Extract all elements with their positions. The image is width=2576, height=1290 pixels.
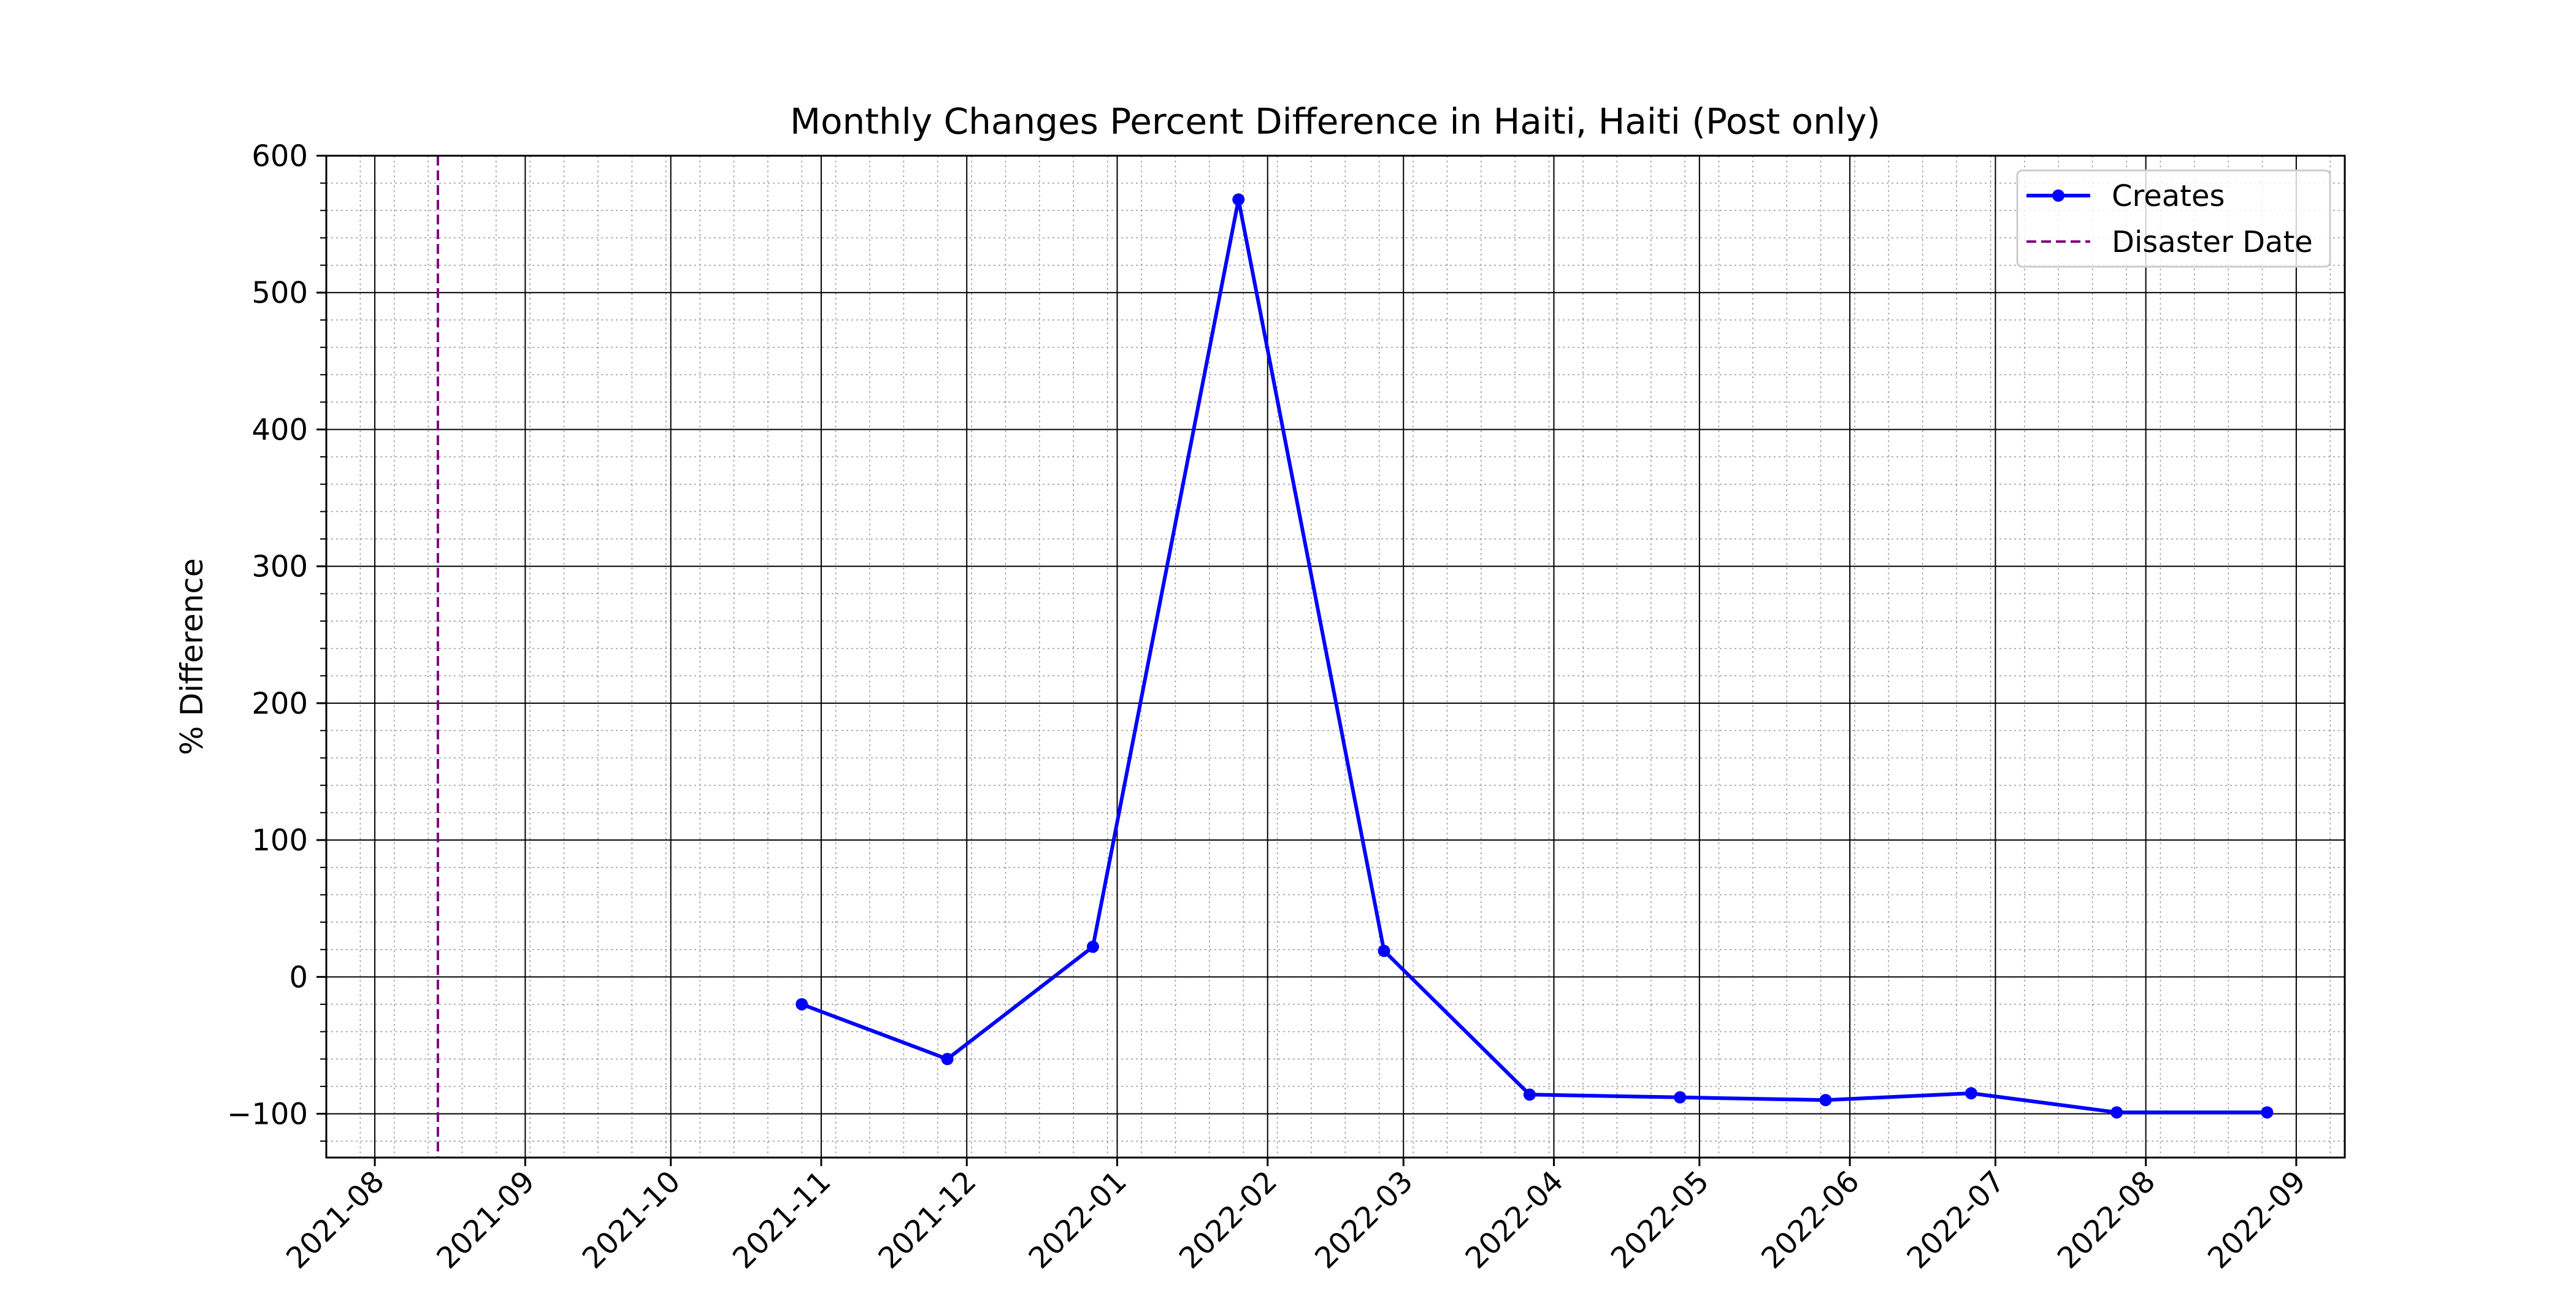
data-point-creates [1378, 944, 1390, 957]
data-point-creates [1674, 1091, 1687, 1104]
data-point-creates [2261, 1106, 2274, 1119]
minor-grid [326, 155, 2345, 1158]
y-tick-label: 600 [251, 139, 308, 174]
y-tick-label: 400 [251, 413, 308, 447]
plot-frame [325, 155, 2346, 1159]
series-layer [795, 193, 2274, 1119]
legend-disaster-label: Disaster Date [2112, 225, 2313, 259]
legend-creates-marker [2052, 189, 2064, 202]
data-point-creates [1965, 1087, 1977, 1100]
y-tick-label: 300 [251, 550, 308, 584]
legend-creates-label: Creates [2112, 179, 2225, 213]
data-point-creates [795, 998, 808, 1010]
y-tick-label: 100 [251, 823, 308, 858]
y-axis-label: % Difference [174, 558, 210, 755]
y-tick-label: −100 [227, 1097, 308, 1132]
legend-box [2016, 169, 2331, 268]
data-point-creates [1232, 193, 1245, 206]
y-tick-label: 0 [289, 960, 308, 994]
data-point-creates [2110, 1106, 2123, 1119]
y-tick-label: 500 [251, 276, 308, 310]
data-point-creates [941, 1053, 954, 1066]
data-point-creates [1523, 1088, 1536, 1101]
y-axis: −100 0 100 200 300 400 500 600 [227, 139, 326, 1142]
data-point-creates [1086, 941, 1099, 953]
chart-title: Monthly Changes Percent Difference in Ha… [790, 101, 1880, 142]
legend: Creates Disaster Date [2016, 169, 2331, 268]
y-tick-label: 200 [251, 687, 308, 721]
data-point-creates [1819, 1094, 1832, 1107]
